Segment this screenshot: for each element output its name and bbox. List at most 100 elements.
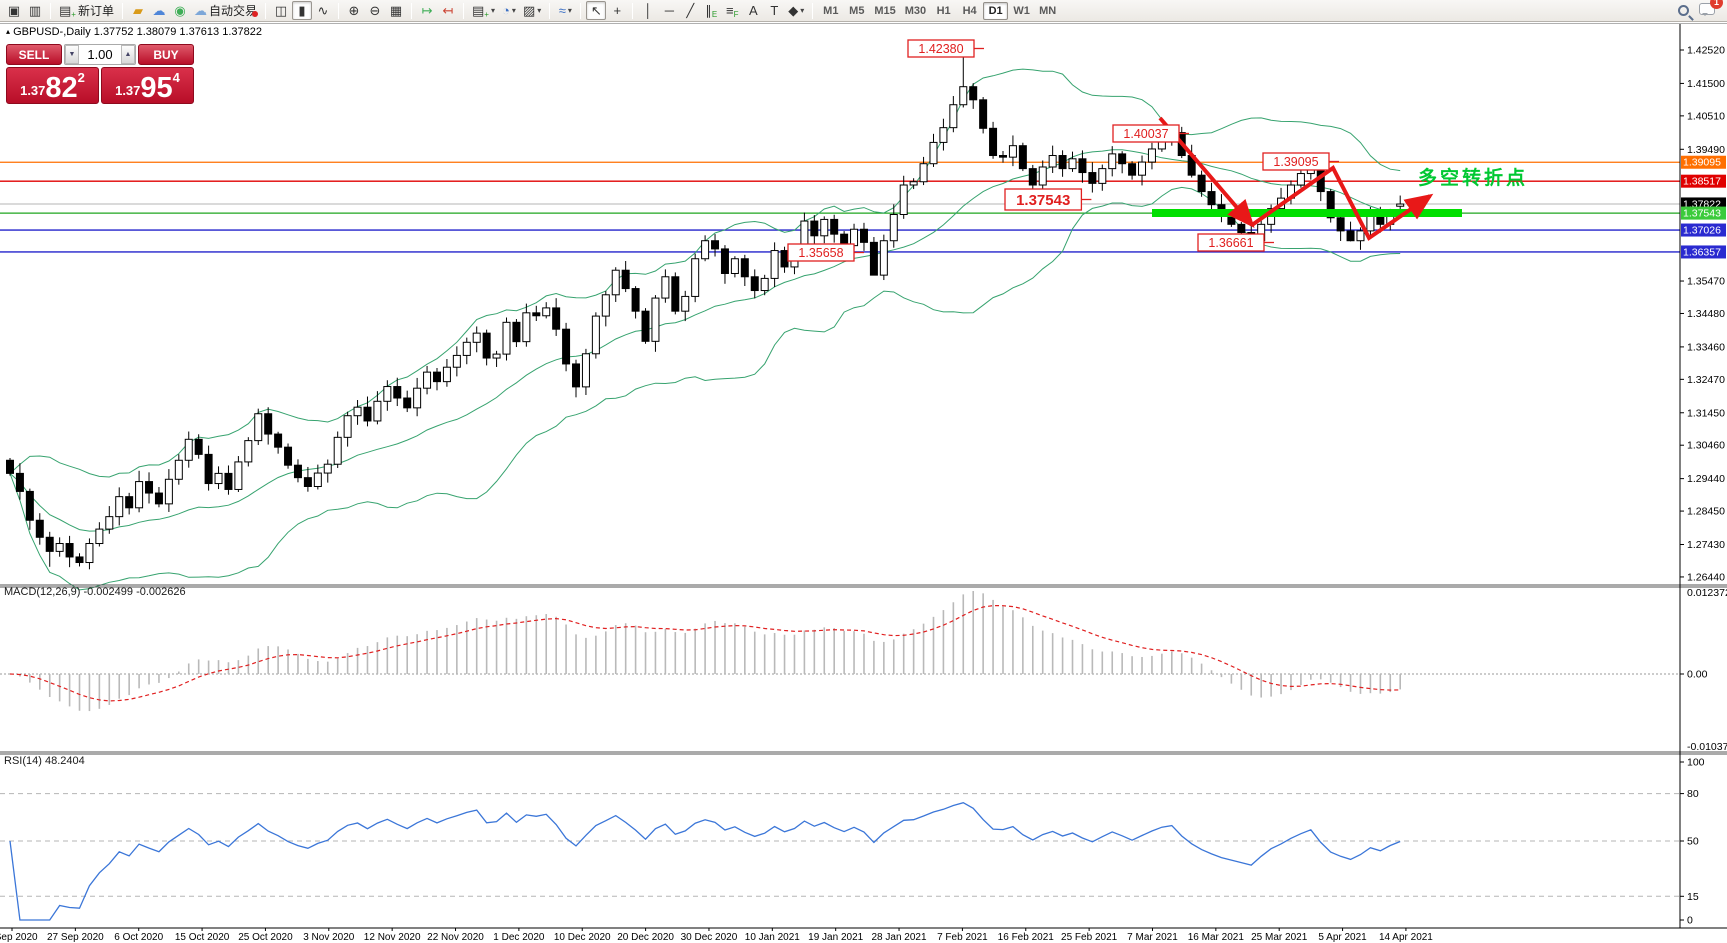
- autotrading-button[interactable]: ☁ 自动交易: [193, 3, 258, 18]
- rsi-pane: [0, 793, 1680, 921]
- toolbar-separator: [580, 2, 582, 19]
- turning-point-annotation[interactable]: 多空转折点: [1418, 166, 1528, 189]
- shapes-dropdown[interactable]: ◆ ▾: [788, 3, 805, 18]
- svg-text:1.34480: 1.34480: [1687, 308, 1725, 320]
- fibonacci-tool[interactable]: ≡ F: [726, 3, 739, 19]
- volume-decrease-icon[interactable]: ▼: [65, 45, 79, 64]
- price-label-1.42380[interactable]: 1.42380: [907, 39, 984, 58]
- timeframe-h4[interactable]: H4: [962, 4, 977, 17]
- toolbar-right: 1: [1678, 0, 1723, 20]
- macd-label: MACD(12,26,9) -0.002499 -0.002626: [4, 586, 186, 598]
- svg-text:1.42380: 1.42380: [918, 42, 963, 56]
- toolbar-group: ↦ ↤: [417, 1, 458, 20]
- auto-scroll-icon[interactable]: ↦: [421, 3, 433, 18]
- svg-text:7 Feb 2021: 7 Feb 2021: [937, 932, 988, 943]
- signals-icon[interactable]: ◉: [174, 3, 186, 18]
- svg-text:1.39095: 1.39095: [1273, 155, 1318, 169]
- label-tool[interactable]: T: [770, 3, 779, 18]
- toolbar-group: ≈ ▾: [555, 1, 575, 20]
- svg-text:5 Apr 2021: 5 Apr 2021: [1318, 932, 1367, 943]
- chat-badge: 1: [1710, 0, 1723, 9]
- trendline-tool[interactable]: ╱: [686, 3, 695, 18]
- toolbar-separator: [549, 2, 551, 19]
- svg-text:1.40037: 1.40037: [1123, 127, 1168, 141]
- expand-arrow-icon[interactable]: ▴: [6, 27, 11, 36]
- svg-text:1.35470: 1.35470: [1687, 276, 1725, 288]
- buy-price-panel[interactable]: 1.37 95 4: [101, 67, 194, 104]
- svg-text:30 Dec 2020: 30 Dec 2020: [681, 932, 738, 943]
- toolbar-separator: [812, 2, 814, 19]
- timeframe-h1[interactable]: H1: [936, 4, 951, 17]
- sell-price-panel[interactable]: 1.37 82 2: [6, 67, 99, 104]
- vertical-line-tool[interactable]: │: [644, 3, 653, 18]
- buy-button[interactable]: BUY: [138, 44, 194, 65]
- toolbar-group: ▤ + 新订单: [56, 1, 117, 20]
- period-clock-dropdown[interactable]: ◔ ▾: [502, 3, 516, 18]
- timeframe-m1[interactable]: M1: [823, 4, 839, 17]
- chart-ohlc-title: ▴ GBPUSD-,Daily 1.37752 1.38079 1.37613 …: [6, 26, 262, 38]
- svg-text:0.00: 0.00: [1687, 669, 1708, 681]
- candlestick-chart-type-icon[interactable]: ▮: [292, 1, 312, 20]
- toolbar-separator: [265, 2, 266, 19]
- svg-text:1.32470: 1.32470: [1687, 374, 1725, 386]
- svg-text:0.012372: 0.012372: [1687, 587, 1727, 599]
- cursor-tool[interactable]: ↖: [586, 1, 607, 20]
- chart-shift-icon[interactable]: ↤: [442, 3, 454, 18]
- wallet-icon[interactable]: ▰: [132, 3, 143, 18]
- chart-settings-dropdown[interactable]: ▨ ▾: [522, 3, 542, 18]
- price-label-1.39095[interactable]: 1.39095: [1262, 152, 1339, 171]
- volume-value[interactable]: 1.00: [87, 47, 113, 62]
- timeframe-d1[interactable]: D1: [983, 1, 1009, 20]
- new-order-button[interactable]: ▤ + 新订单: [59, 3, 114, 19]
- sell-button[interactable]: SELL: [6, 44, 62, 65]
- chart-window-icon[interactable]: ▣: [7, 3, 21, 18]
- tick-chart-icon[interactable]: ▥: [28, 3, 42, 18]
- price-label-1.36661[interactable]: 1.36661: [1197, 233, 1274, 252]
- chat-button[interactable]: 1: [1699, 0, 1723, 20]
- toolbar-group: ▰ ☁ ◉ ☁ 自动交易: [128, 1, 260, 20]
- toolbar-separator: [411, 2, 412, 19]
- price-label-1.37543[interactable]: 1.37543: [1004, 188, 1092, 211]
- timeframe-group: M1 M5 M15 M30 H1 H4 D1 W1 MN: [818, 1, 1060, 20]
- volume-increase-icon[interactable]: ▲: [121, 45, 135, 64]
- text-tool[interactable]: A: [748, 3, 758, 18]
- tile-windows-icon[interactable]: ▦: [389, 3, 403, 18]
- zoom-in-icon[interactable]: ⊕: [348, 3, 360, 18]
- timeframe-mn[interactable]: MN: [1039, 4, 1057, 17]
- timeframe-m15[interactable]: M15: [874, 4, 896, 17]
- line-chart-type-icon[interactable]: ∿: [317, 3, 329, 18]
- volume-stepper[interactable]: ▼ 1.00 ▲: [64, 44, 136, 65]
- channel-tool[interactable]: ∥ E: [705, 3, 718, 19]
- timeframe-w1[interactable]: W1: [1013, 4, 1030, 17]
- zoom-out-icon[interactable]: ⊖: [369, 3, 381, 18]
- svg-text:1.29440: 1.29440: [1687, 473, 1725, 485]
- timeframe-m5[interactable]: M5: [849, 4, 865, 17]
- svg-text:1.30460: 1.30460: [1687, 440, 1725, 452]
- svg-text:1.31450: 1.31450: [1687, 407, 1725, 419]
- svg-text:15: 15: [1687, 891, 1699, 903]
- svg-text:80: 80: [1687, 788, 1699, 800]
- price-label-1.35658[interactable]: 1.35658: [787, 243, 864, 262]
- toolbar: ▣ ▥ ▤ + 新订单 ▰ ☁ ◉ ☁ 自动交易 ◫ ▮ ∿ ⊕ ⊖ ▦ ↦ ↤ ▤ + ▾ ◔ ▾ ▨ ▾ ≈ ▾ ↖ + │ ─ ╱ ∥ E ≡…: [0, 0, 1727, 22]
- svg-text:27 Sep 2020: 27 Sep 2020: [47, 932, 104, 943]
- green-support-bar[interactable]: [1152, 209, 1462, 217]
- indicators-list-dropdown[interactable]: ≈ ▾: [558, 3, 572, 18]
- svg-text:1.37543: 1.37543: [1683, 208, 1721, 220]
- svg-text:10 Dec 2020: 10 Dec 2020: [554, 932, 611, 943]
- svg-text:6 Oct 2020: 6 Oct 2020: [114, 932, 163, 943]
- chart-canvas[interactable]: 多空转折点 1.42380 1.40037 1.39095 1.37543 1.36661…: [0, 22, 1727, 943]
- community-icon[interactable]: ☁: [152, 3, 166, 18]
- svg-text:1.28450: 1.28450: [1687, 506, 1725, 518]
- price-label-1.40037[interactable]: 1.40037: [1112, 124, 1189, 143]
- search-icon[interactable]: [1678, 5, 1689, 16]
- new-chart-dropdown[interactable]: ▤ + ▾: [472, 3, 495, 19]
- main-price-pane: 多空转折点 1.42380 1.40037 1.39095 1.37543 1.36661…: [0, 39, 1680, 591]
- svg-text:1.36357: 1.36357: [1683, 246, 1721, 258]
- horizontal-line-tool[interactable]: ─: [664, 3, 674, 18]
- red-zigzag-arrow[interactable]: [1250, 165, 1434, 241]
- crosshair-tool[interactable]: +: [613, 3, 622, 18]
- svg-text:1.41500: 1.41500: [1687, 78, 1725, 90]
- timeframe-m30[interactable]: M30: [904, 4, 927, 17]
- bar-chart-type-icon[interactable]: ◫: [274, 3, 288, 18]
